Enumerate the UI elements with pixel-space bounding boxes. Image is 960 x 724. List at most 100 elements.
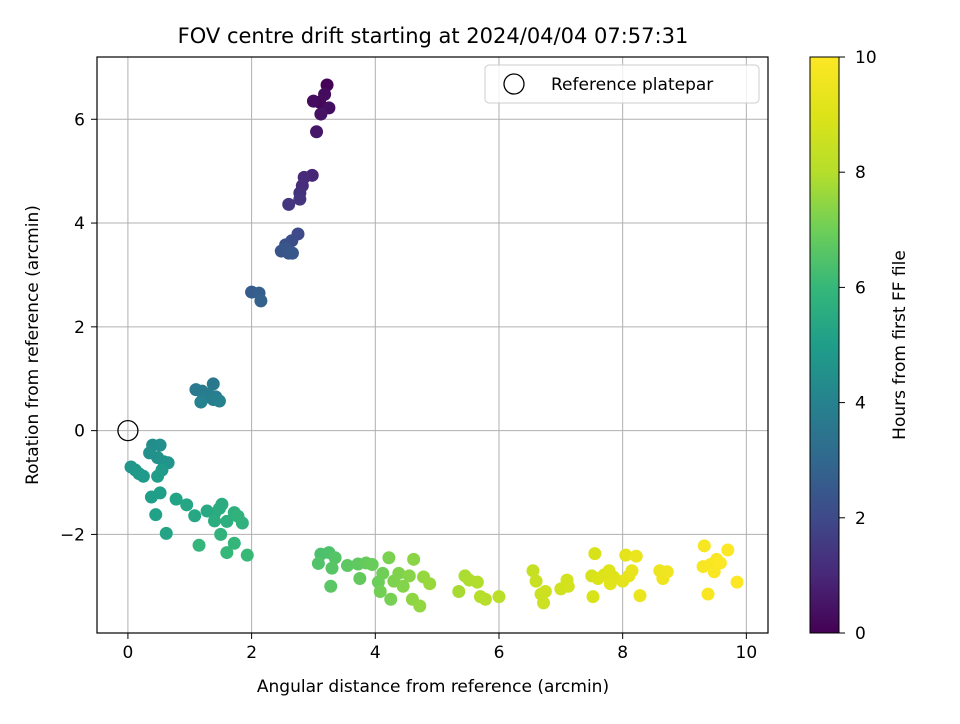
data-point xyxy=(721,543,735,557)
data-point xyxy=(206,377,220,391)
data-point xyxy=(254,294,268,308)
x-tick-label: 0 xyxy=(123,643,134,663)
data-point xyxy=(625,564,639,578)
data-point xyxy=(153,438,167,452)
y-tick-label: 2 xyxy=(74,318,85,338)
reference-marker-group xyxy=(117,419,139,442)
y-tick-label: 4 xyxy=(74,214,85,234)
data-point xyxy=(293,192,307,206)
colorbar-tick-label: 0 xyxy=(855,624,866,644)
y-tick-label: 6 xyxy=(74,110,85,130)
data-point xyxy=(537,596,551,610)
data-point xyxy=(538,584,552,598)
data-point xyxy=(588,547,602,561)
data-point xyxy=(220,514,234,528)
legend-reference-marker xyxy=(503,73,525,95)
legend-box xyxy=(484,64,760,104)
data-point xyxy=(180,498,194,512)
data-point xyxy=(214,527,228,541)
data-point xyxy=(151,469,165,483)
data-point xyxy=(231,509,245,523)
y-axis-label: Rotation from reference (arcmin) xyxy=(23,205,43,485)
data-point xyxy=(282,197,296,211)
data-point xyxy=(629,549,643,563)
data-point xyxy=(423,577,437,591)
chart-title: FOV centre drift starting at 2024/04/04 … xyxy=(178,24,689,48)
x-axis-ticks: 0 2 4 6 8 10 xyxy=(123,633,758,663)
data-point xyxy=(285,246,299,260)
data-point xyxy=(149,508,163,522)
data-point xyxy=(311,556,325,570)
colorbar-tick-label: 6 xyxy=(855,278,866,298)
x-tick-label: 10 xyxy=(736,643,758,663)
data-point xyxy=(376,566,390,580)
data-point xyxy=(318,87,332,101)
data-point xyxy=(212,394,226,408)
data-point xyxy=(529,574,543,588)
y-tick-label: −2 xyxy=(60,525,85,545)
data-point xyxy=(208,514,222,528)
data-point xyxy=(310,125,324,139)
reference-marker xyxy=(117,419,139,442)
data-point xyxy=(619,548,633,562)
data-point xyxy=(328,551,342,565)
data-point xyxy=(413,599,427,613)
plot-frame xyxy=(96,56,769,634)
data-point xyxy=(314,107,328,121)
data-point xyxy=(169,492,183,506)
data-point xyxy=(153,486,167,500)
data-point xyxy=(365,558,379,572)
data-point xyxy=(373,584,387,598)
data-point xyxy=(660,565,674,579)
colorbar-tick-label: 10 xyxy=(855,48,877,68)
data-point xyxy=(212,501,226,515)
data-point xyxy=(713,556,727,570)
x-tick-label: 8 xyxy=(617,643,628,663)
data-point xyxy=(561,579,575,593)
data-point xyxy=(586,590,600,604)
data-point xyxy=(701,587,715,601)
data-point xyxy=(633,589,647,603)
data-point xyxy=(340,559,354,573)
data-point xyxy=(188,509,202,523)
x-tick-label: 4 xyxy=(370,643,381,663)
y-tick-label: 0 xyxy=(74,422,85,442)
data-point xyxy=(384,592,398,606)
colorbar-tick-label: 8 xyxy=(855,163,866,183)
data-point xyxy=(478,592,492,606)
data-point xyxy=(136,469,150,483)
x-axis-label: Angular distance from reference (arcmin) xyxy=(257,677,609,697)
data-point xyxy=(192,538,206,552)
data-point xyxy=(452,584,466,598)
colorbar-tick-label: 2 xyxy=(855,509,866,529)
colorbar-ticks: 0 2 4 6 8 10 xyxy=(839,48,877,644)
data-point xyxy=(407,552,421,566)
data-points xyxy=(124,78,744,613)
data-point xyxy=(392,566,406,580)
x-tick-label: 6 xyxy=(494,643,505,663)
data-point xyxy=(324,579,338,593)
data-point xyxy=(470,575,484,589)
data-point xyxy=(382,551,396,565)
legend-entry-label: Reference platepar xyxy=(551,75,713,95)
data-point xyxy=(697,539,711,553)
data-point xyxy=(730,575,744,589)
colorbar-label: Hours from first FF file xyxy=(890,250,910,440)
data-point xyxy=(492,590,506,604)
data-point xyxy=(353,572,367,586)
data-point xyxy=(240,548,254,562)
data-point xyxy=(306,94,320,108)
colorbar xyxy=(809,56,840,634)
y-axis-ticks: −2 0 2 4 6 xyxy=(60,110,97,545)
grid-lines xyxy=(97,57,768,633)
data-point xyxy=(194,395,208,409)
colorbar-tick-label: 4 xyxy=(855,394,866,414)
legend: Reference platepar xyxy=(484,64,760,104)
x-tick-label: 2 xyxy=(246,643,257,663)
data-point xyxy=(603,577,617,591)
data-point xyxy=(227,536,241,550)
data-point xyxy=(159,526,173,540)
data-point xyxy=(402,569,416,583)
data-point xyxy=(220,546,234,560)
